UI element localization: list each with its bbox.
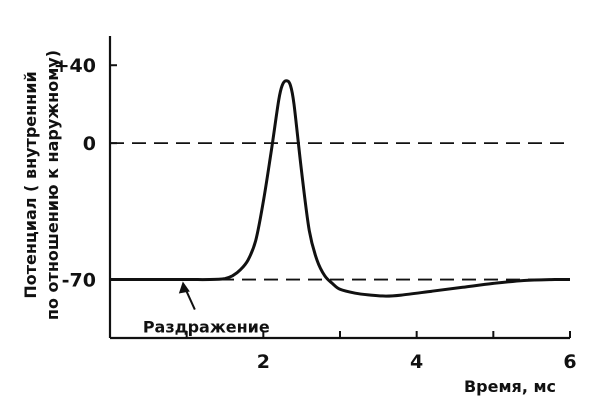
y-axis-title-line-1: Потенциал ( внутренний [21,71,40,298]
y-tick-label-0: +40 [54,55,96,77]
series [109,79,571,298]
annotation-label: Раздражение [143,318,270,337]
y-axis-title-line-2: по отношению к наружному) [43,50,62,320]
y-tick-label-1: 0 [83,133,96,155]
reference-lines [110,142,570,281]
ticks [110,64,571,338]
x-tick-label-2: 6 [563,351,576,373]
action-potential-line-0 [109,79,571,298]
tick-labels: 2 4 6 +40 0 -70 [54,55,577,373]
x-tick-label-1: 4 [410,351,423,373]
annotation: Раздражение [143,281,270,337]
axes [108,36,570,340]
annotation-arrow-head [178,281,190,294]
y-axis-title: Потенциал ( внутренний по отношению к на… [21,50,62,320]
x-tick-label-0: 2 [257,351,270,373]
x-axis-title: Время, мс [464,377,556,396]
y-tick-label-2: -70 [62,270,96,292]
